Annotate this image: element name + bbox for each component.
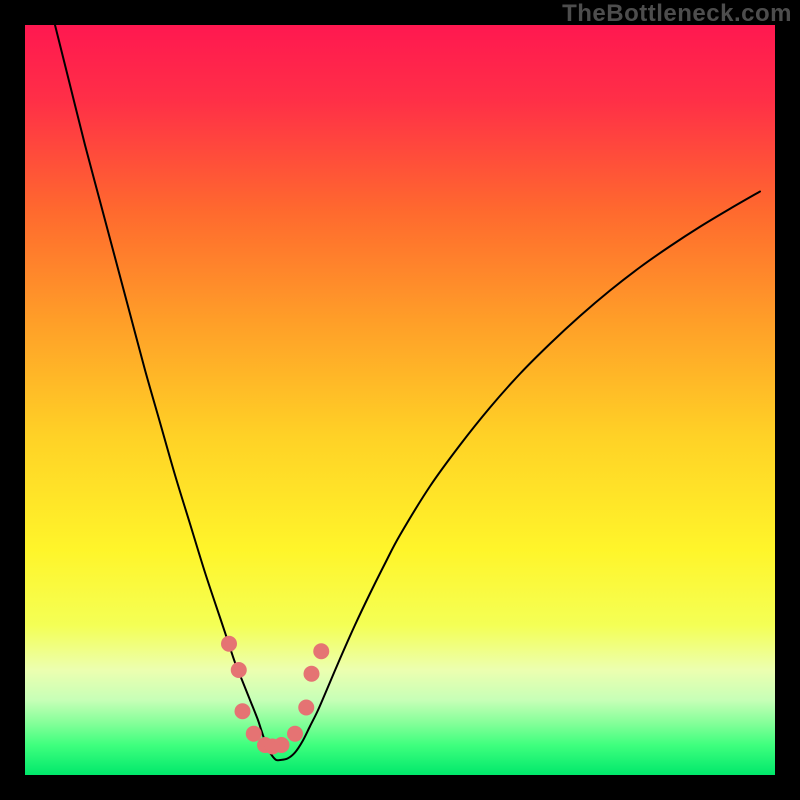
curve-marker [313, 643, 329, 659]
curve-marker [274, 737, 290, 753]
curve-marker [304, 666, 320, 682]
chart-frame [0, 0, 800, 800]
curve-marker [221, 636, 237, 652]
curve-marker [235, 703, 251, 719]
curve-marker [231, 662, 247, 678]
watermark-text: TheBottleneck.com [562, 0, 800, 28]
curve-marker [298, 700, 314, 716]
bottleneck-curve-chart [25, 25, 775, 775]
curve-marker [287, 726, 303, 742]
gradient-background [25, 25, 775, 775]
